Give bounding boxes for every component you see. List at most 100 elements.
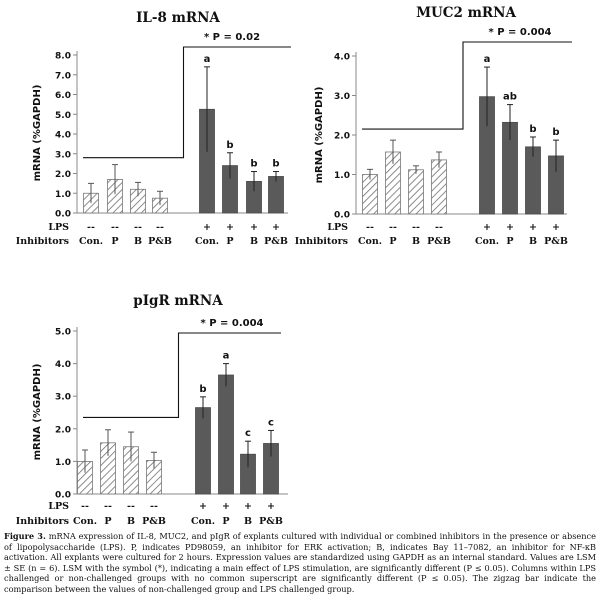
- inhibitor-label: P: [111, 236, 118, 247]
- y-tick-label: 1.0: [334, 171, 350, 181]
- significance-letter: c: [245, 428, 251, 439]
- significance-letter: ab: [503, 92, 517, 103]
- inhibitor-label: Con.: [195, 236, 219, 247]
- inhibitor-label: P: [506, 236, 513, 247]
- significance-letter: b: [552, 127, 559, 138]
- lps-row-label: LPS: [48, 501, 69, 512]
- inhibitors-row-label: Inhibitors: [16, 236, 69, 247]
- bar: [362, 174, 378, 215]
- y-tick-label: 4.0: [55, 131, 71, 141]
- lps-value: +: [250, 222, 258, 233]
- lps-value: --: [412, 222, 420, 233]
- significance-letter: b: [529, 124, 536, 135]
- inhibitor-label: P: [222, 516, 229, 527]
- lps-value: --: [81, 501, 89, 512]
- lps-value: +: [529, 222, 537, 233]
- y-tick-label: 4.0: [55, 360, 71, 370]
- y-tick-label: 5.0: [55, 111, 71, 121]
- inhibitor-label: B: [250, 236, 258, 247]
- y-tick-label: 4.0: [334, 53, 350, 63]
- y-axis-label: mRNA (%GAPDH): [314, 87, 325, 184]
- significance-letter: b: [250, 159, 257, 170]
- y-tick-label: 8.0: [55, 52, 71, 62]
- inhibitor-label: P&B: [148, 236, 172, 247]
- significance-letter: b: [272, 159, 279, 170]
- lps-value: +: [222, 501, 230, 512]
- chart-panel-1: IL-8 mRNA mRNA (%GAPDH) 0.0 1.0 2.0 3.0 4.0 5.0…: [16, 10, 291, 247]
- lps-value: +: [552, 222, 560, 233]
- lps-value: --: [127, 501, 135, 512]
- significance-letter: b: [226, 140, 233, 151]
- significance-letter: c: [268, 417, 274, 428]
- inhibitor-label: Con.: [79, 236, 103, 247]
- inhibitor-label: B: [244, 516, 252, 527]
- inhibitor-label: P&B: [264, 236, 288, 247]
- inhibitor-label: Con.: [191, 516, 215, 527]
- inhibitor-label: B: [412, 236, 420, 247]
- lps-value: --: [150, 501, 158, 512]
- lps-value: +: [272, 222, 280, 233]
- y-tick-label: 0.0: [55, 210, 71, 220]
- caption-label: Figure 3.: [4, 531, 46, 541]
- y-tick-label: 3.0: [55, 150, 71, 160]
- y-tick-label: 1.0: [55, 458, 71, 468]
- inhibitors-row-label: Inhibitors: [16, 516, 69, 527]
- bar: [408, 169, 424, 215]
- y-tick-label: 2.0: [55, 425, 71, 435]
- figure-caption: Figure 3. mRNA expression of IL-8, MUC2,…: [4, 531, 596, 595]
- lps-value: +: [199, 501, 207, 512]
- zigzag-comparison-bar: [362, 41, 572, 130]
- lps-value: --: [435, 222, 443, 233]
- inhibitor-label: P&B: [544, 236, 568, 247]
- chart-panel-2: MUC2 mRNA mRNA (%GAPDH) 0.0 1.0 2.0 3.0 4.0 * P…: [295, 5, 572, 247]
- bar: [268, 176, 284, 214]
- lps-value: --: [389, 222, 397, 233]
- inhibitor-label: B: [529, 236, 537, 247]
- chart-title: IL-8 mRNA: [136, 10, 220, 26]
- lps-value: +: [226, 222, 234, 233]
- inhibitor-label: P&B: [142, 516, 166, 527]
- zigzag-comparison-bar: [83, 46, 291, 159]
- lps-value: +: [506, 222, 514, 233]
- chart-title: pIgR mRNA: [133, 293, 223, 309]
- significance-letter: a: [484, 54, 491, 65]
- significance-letter: a: [204, 54, 211, 65]
- lps-value: --: [366, 222, 374, 233]
- chart-panel-3: pIgR mRNA mRNA (%GAPDH) 0.0 1.0 2.0 3.0 4.0 5.0…: [16, 293, 288, 527]
- lps-value: +: [244, 501, 252, 512]
- lps-row-label: LPS: [327, 222, 348, 233]
- bar: [218, 374, 234, 495]
- lps-value: --: [134, 222, 142, 233]
- y-tick-label: 0.0: [334, 211, 350, 221]
- y-axis-label: mRNA (%GAPDH): [32, 85, 43, 182]
- y-tick-label: 7.0: [55, 71, 71, 81]
- significance-annotation: * P = 0.004: [200, 318, 263, 329]
- significance-annotation: * P = 0.02: [204, 32, 260, 43]
- inhibitor-label: P: [389, 236, 396, 247]
- inhibitor-label: P: [226, 236, 233, 247]
- lps-value: +: [267, 501, 275, 512]
- inhibitor-label: P&B: [259, 516, 283, 527]
- y-axis-label: mRNA (%GAPDH): [32, 364, 43, 461]
- bar: [525, 146, 541, 215]
- inhibitors-row-label: Inhibitors: [295, 236, 348, 247]
- significance-letter: a: [223, 351, 230, 362]
- lps-row-label: LPS: [48, 222, 69, 233]
- y-tick-label: 2.0: [334, 132, 350, 142]
- caption-text: mRNA expression of IL-8, MUC2, and pIgR …: [4, 531, 596, 594]
- inhibitor-label: B: [134, 236, 142, 247]
- lps-value: --: [156, 222, 164, 233]
- lps-value: +: [203, 222, 211, 233]
- y-tick-label: 1.0: [55, 190, 71, 200]
- y-tick-label: 3.0: [334, 92, 350, 102]
- zigzag-comparison-bar: [83, 332, 281, 418]
- y-tick-label: 3.0: [55, 393, 71, 403]
- inhibitor-label: B: [127, 516, 135, 527]
- bar: [195, 407, 211, 495]
- bar: [431, 159, 447, 215]
- lps-value: --: [111, 222, 119, 233]
- y-tick-label: 2.0: [55, 170, 71, 180]
- inhibitor-label: P: [104, 516, 111, 527]
- inhibitor-label: Con.: [73, 516, 97, 527]
- significance-annotation: * P = 0.004: [488, 27, 551, 38]
